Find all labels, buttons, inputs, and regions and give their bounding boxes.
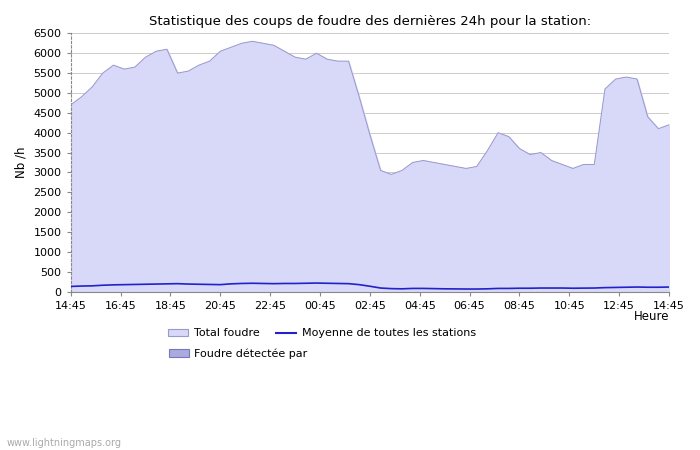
Legend: Foudre détectée par: Foudre détectée par xyxy=(164,344,312,364)
Text: www.lightningmaps.org: www.lightningmaps.org xyxy=(7,438,122,448)
Title: Statistique des coups de foudre des dernières 24h pour la station:: Statistique des coups de foudre des dern… xyxy=(149,15,591,28)
Text: Heure: Heure xyxy=(634,310,669,323)
Y-axis label: Nb /h: Nb /h xyxy=(15,147,28,178)
